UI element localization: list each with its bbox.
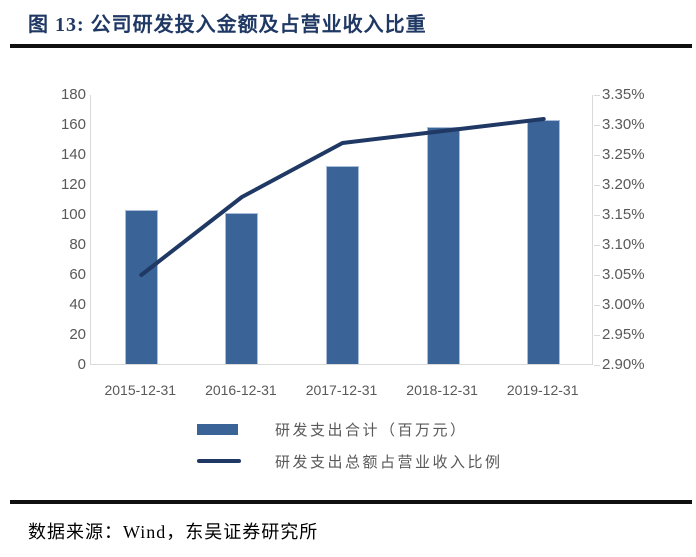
right-axis-tick: 2.95% — [602, 326, 645, 343]
left-axis-tick: 180 — [60, 86, 86, 103]
x-axis-label: 2015-12-31 — [104, 382, 177, 398]
legend-row-line: 研发支出总额占营业收入比例 — [197, 451, 503, 471]
legend-bar-swatch-box — [197, 423, 275, 435]
right-axis-tick: 2.90% — [602, 356, 645, 373]
right-axis-tick: 3.10% — [602, 236, 645, 253]
legend-line-swatch-box — [197, 458, 275, 464]
legend-bar-label: 研发支出合计（百万元） — [275, 421, 468, 439]
right-axis-tick-mark — [594, 95, 600, 96]
footer-divider — [10, 500, 692, 504]
left-axis-tick: 0 — [77, 356, 86, 373]
right-axis-tick: 3.30% — [602, 116, 645, 133]
data-source: 数据来源：Wind，东吴证券研究所 — [28, 522, 319, 542]
right-axis-tick-mark — [594, 125, 600, 126]
plot-area — [90, 95, 593, 365]
x-axis-label: 2019-12-31 — [506, 382, 579, 398]
right-axis-tick: 3.05% — [602, 266, 645, 283]
left-axis-tick: 160 — [60, 116, 86, 133]
left-axis-tick: 60 — [69, 266, 86, 283]
right-axis-tick: 3.35% — [602, 86, 645, 103]
right-axis-tick-mark — [594, 155, 600, 156]
left-axis-tick: 20 — [69, 326, 86, 343]
right-axis-tick-mark — [594, 305, 600, 306]
trend-line — [139, 117, 546, 277]
right-axis-tick: 3.15% — [602, 206, 645, 223]
legend-line-label: 研发支出总额占营业收入比例 — [275, 453, 503, 471]
bar-2017-12-31 — [326, 166, 359, 364]
bar-2015-12-31 — [124, 209, 158, 364]
bar-2016-12-31 — [225, 212, 259, 364]
right-axis-tick-mark — [594, 365, 600, 366]
legend-row-bar: 研发支出合计（百万元） — [197, 419, 468, 439]
left-axis-tick: 40 — [69, 296, 86, 313]
right-axis-tick-mark — [594, 215, 600, 216]
left-axis-tick: 80 — [69, 236, 86, 253]
title-divider — [10, 44, 692, 48]
bar-2019-12-31 — [527, 119, 561, 364]
right-axis-tick: 3.25% — [602, 146, 645, 163]
legend-line-swatch — [197, 458, 241, 464]
figure-title: 图 13: 公司研发投入金额及占营业收入比重 — [28, 14, 427, 36]
right-axis-tick-mark — [594, 185, 600, 186]
right-axis-tick: 3.00% — [602, 296, 645, 313]
legend-bar-swatch — [197, 423, 238, 435]
left-axis-tick: 100 — [60, 206, 86, 223]
right-axis-tick-mark — [594, 275, 600, 276]
left-axis-tick: 120 — [60, 176, 86, 193]
x-axis-label: 2016-12-31 — [205, 382, 277, 398]
x-axis-label: 2018-12-31 — [406, 382, 478, 398]
left-axis-tick: 140 — [60, 146, 86, 163]
x-axis-label: 2017-12-31 — [305, 382, 378, 398]
right-axis-tick-mark — [594, 245, 600, 246]
bar-2018-12-31 — [426, 127, 460, 364]
right-axis-tick: 3.20% — [602, 176, 645, 193]
right-axis-tick-mark — [594, 335, 600, 336]
